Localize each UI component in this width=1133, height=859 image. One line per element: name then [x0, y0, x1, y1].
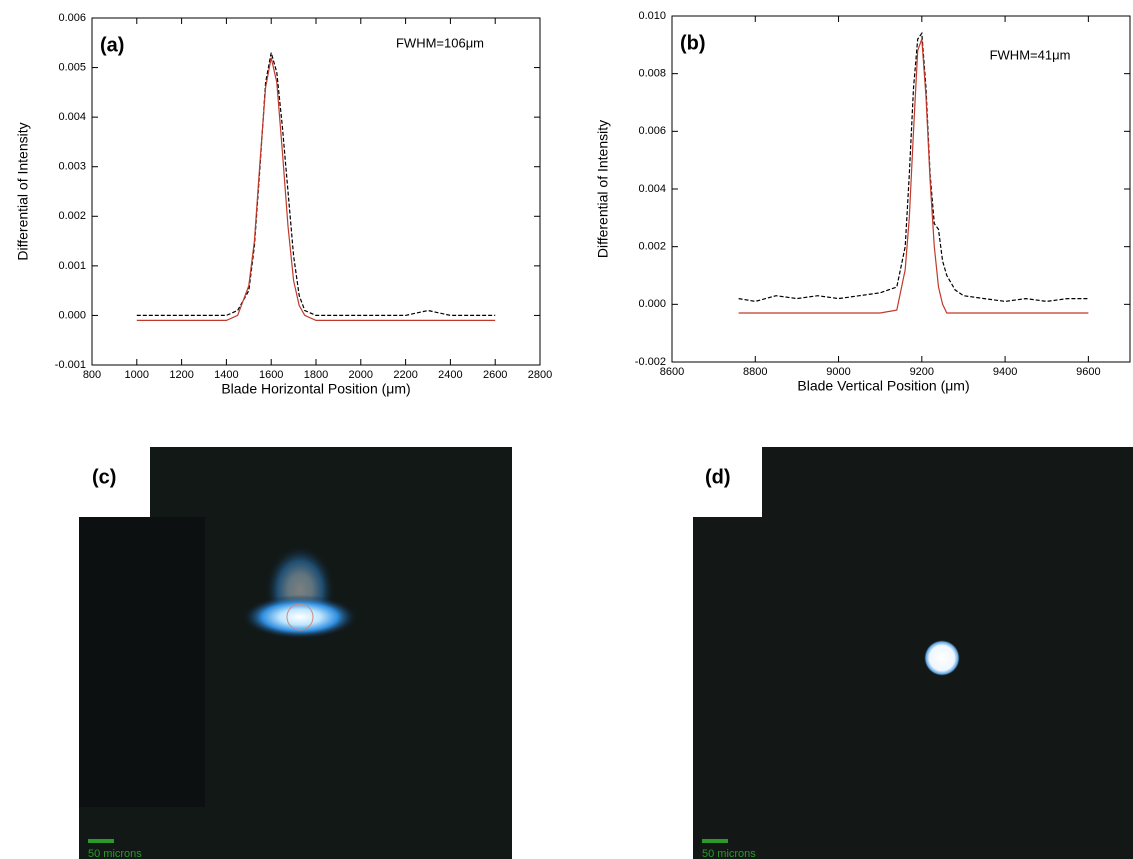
- plot-frame: [671, 15, 1131, 363]
- x-tick-label: 2800: [528, 369, 552, 381]
- y-tick-label: -0.001: [55, 359, 86, 371]
- y-tick-label: -0.002: [635, 356, 666, 368]
- notch: [79, 447, 150, 517]
- y-tick-label: 0.005: [58, 61, 86, 73]
- data-line: [136, 52, 496, 316]
- x-tick-label: 9600: [1076, 366, 1100, 378]
- y-axis-label: Differential of Intensity: [595, 120, 611, 258]
- plot-frame: [91, 17, 541, 366]
- data-line: [136, 57, 496, 321]
- x-tick-label: 2000: [349, 369, 373, 381]
- x-tick-label: 2200: [393, 369, 417, 381]
- x-tick-label: 1000: [125, 369, 149, 381]
- x-tick-label: 9000: [826, 366, 850, 378]
- x-tick-label: 1600: [259, 369, 283, 381]
- notch: [693, 447, 762, 517]
- data-line: [738, 38, 1089, 314]
- image-d: (d) 50 microns: [693, 447, 1133, 859]
- y-tick-label: 0.000: [638, 298, 666, 310]
- chart: 800 1000 1200 1400 1600 1800 2000 2200 2400 2600 2…: [15, 12, 553, 397]
- x-tick-label: 9400: [993, 366, 1017, 378]
- x-tick-label: 1200: [169, 369, 193, 381]
- y-tick-label: 0.004: [58, 111, 86, 123]
- scale-label: 50 microns: [88, 848, 142, 859]
- x-tick-label: 2600: [483, 369, 507, 381]
- y-axis-label: Differential of Intensity: [15, 122, 31, 260]
- photo: [693, 447, 1133, 859]
- x-axis-label: Blade Horizontal Position (μm): [221, 381, 410, 397]
- photo-region: [79, 517, 205, 807]
- y-tick-label: 0.000: [58, 309, 86, 321]
- panel-label: (d): [705, 466, 731, 488]
- chart: 8600 8800 9000 9200 9400 9600 -0.002 0.000 0.002…: [595, 10, 1131, 394]
- x-tick-label: 800: [83, 369, 101, 381]
- y-tick-label: 0.008: [638, 68, 666, 80]
- x-tick-label: 8800: [743, 366, 767, 378]
- x-tick-label: 9200: [910, 366, 934, 378]
- scale-bar: [702, 839, 728, 843]
- y-tick-label: 0.002: [58, 210, 86, 222]
- y-tick-label: 0.010: [638, 10, 666, 22]
- data-line: [738, 31, 1089, 303]
- panel-label: (b): [680, 32, 706, 54]
- y-tick-label: 0.006: [638, 125, 666, 137]
- beam-spot: [924, 640, 960, 676]
- annotation: FWHM=106μm: [396, 35, 484, 50]
- scale-label: 50 microns: [702, 848, 756, 859]
- beam-spot: [242, 595, 358, 639]
- y-tick-label: 0.003: [58, 161, 86, 173]
- x-tick-label: 2400: [438, 369, 462, 381]
- panel-label: (c): [92, 466, 116, 488]
- spot-ring: [286, 603, 314, 631]
- y-tick-label: 0.006: [58, 12, 86, 24]
- x-tick-label: 1400: [214, 369, 238, 381]
- x-tick-label: 1800: [304, 369, 328, 381]
- panel-label: (a): [100, 34, 124, 56]
- scale-bar: [88, 839, 114, 843]
- y-tick-label: 0.001: [58, 260, 86, 272]
- y-tick-label: 0.002: [638, 241, 666, 253]
- annotation: FWHM=41μm: [990, 47, 1071, 62]
- image-c: (c) 50 microns: [79, 447, 512, 859]
- x-tick-label: 8600: [660, 366, 684, 378]
- x-axis-label: Blade Vertical Position (μm): [797, 378, 969, 394]
- y-tick-label: 0.004: [638, 183, 666, 195]
